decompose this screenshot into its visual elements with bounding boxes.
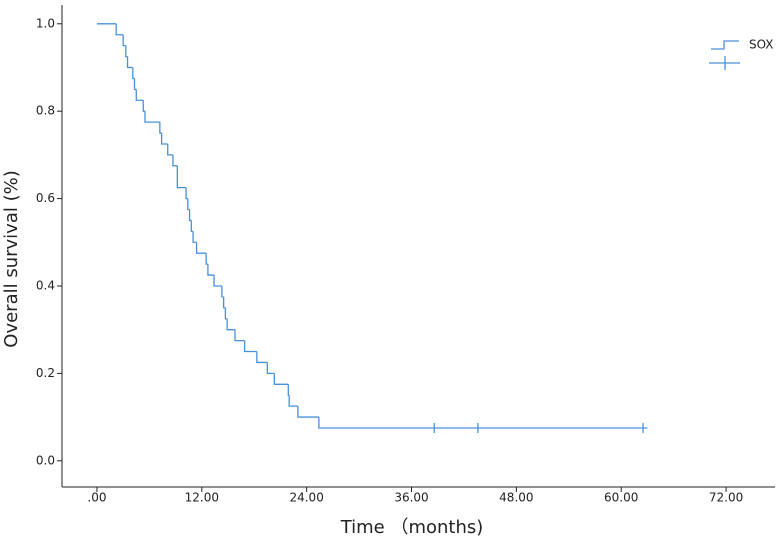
survival-step	[222, 296, 226, 309]
survival-step	[226, 318, 236, 331]
survival-step	[133, 78, 137, 90]
survival-step	[207, 264, 215, 276]
survival-step	[190, 220, 194, 233]
survival-step	[142, 100, 146, 112]
x-tick-label: 48.00	[499, 491, 533, 505]
survival-step	[122, 34, 126, 47]
survival-step	[213, 275, 222, 287]
survival-step	[318, 417, 648, 429]
x-tick-label: .00	[87, 491, 106, 505]
survival-step	[160, 133, 168, 145]
survival-step	[185, 187, 188, 200]
survival-step	[172, 154, 178, 167]
survival-step	[132, 67, 135, 80]
survival-step	[144, 111, 160, 123]
y-tick-label: 0.4	[36, 278, 55, 292]
survival-step	[192, 231, 197, 243]
y-tick-label: 0.2	[36, 366, 55, 380]
x-tick-label: 72.00	[709, 491, 743, 505]
survival-step	[221, 285, 224, 298]
survival-step	[188, 209, 192, 222]
y-tick-label: 0.0	[36, 453, 55, 467]
y-tick-label: 0.8	[36, 104, 55, 118]
y-tick-label: 1.0	[36, 16, 55, 30]
survival-step	[135, 89, 144, 101]
legend-step-icon	[711, 40, 739, 50]
survival-step	[266, 362, 275, 375]
survival-step	[224, 307, 228, 320]
y-tick-label: 0.6	[36, 191, 55, 205]
x-tick-label: 12.00	[185, 491, 219, 505]
survival-step	[273, 373, 289, 385]
survival-step	[126, 56, 133, 69]
x-tick-label: 24.00	[289, 491, 323, 505]
survival-step	[234, 329, 245, 342]
survival-step	[115, 23, 124, 36]
survival-step	[159, 122, 162, 134]
survival-step	[167, 143, 173, 156]
survival-step	[176, 165, 187, 189]
survival-step	[187, 198, 190, 211]
survival-step	[243, 340, 257, 353]
survival-step	[125, 45, 128, 58]
y-axis-title: Overall survival (%)	[1, 170, 22, 347]
survival-step	[195, 242, 207, 254]
survival-step	[205, 253, 208, 265]
x-tick-label: 36.00	[394, 491, 428, 505]
survival-step	[287, 384, 290, 396]
survival-step	[288, 395, 298, 407]
survival-step	[297, 406, 319, 418]
survival-step	[256, 351, 268, 364]
x-tick-label: 60.00	[604, 491, 638, 505]
legend-censor-icon	[709, 56, 740, 70]
legend-label: SOX	[749, 38, 774, 52]
x-axis-title: Time （months)	[340, 517, 484, 538]
